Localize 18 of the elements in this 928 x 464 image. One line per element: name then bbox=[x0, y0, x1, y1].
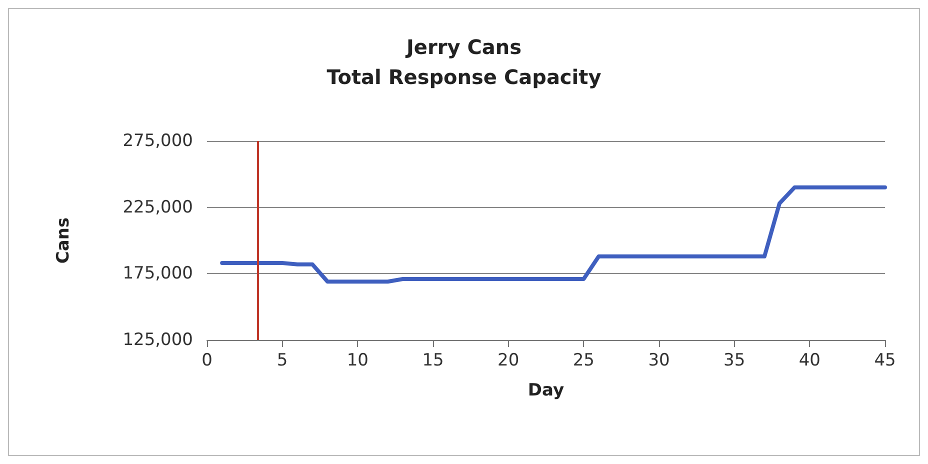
x-tick-label: 30 bbox=[648, 350, 670, 370]
x-tick-label: 25 bbox=[572, 350, 594, 370]
y-tick-label: 275,000 bbox=[122, 131, 193, 151]
x-tick-label: 10 bbox=[346, 350, 368, 370]
y-tick-label: 175,000 bbox=[122, 264, 193, 284]
chart-title: Jerry Cans Total Response Capacity bbox=[326, 35, 602, 89]
y-tick-label: 125,000 bbox=[122, 330, 193, 350]
x-tick-label: 45 bbox=[874, 350, 896, 370]
x-tick-label: 0 bbox=[202, 350, 212, 370]
x-tick-label: 40 bbox=[798, 350, 820, 370]
x-tick-label: 15 bbox=[422, 350, 444, 370]
y-axis-title: Cans bbox=[54, 217, 74, 264]
y-tick-label: 225,000 bbox=[122, 197, 193, 218]
x-tick-label: 20 bbox=[498, 350, 520, 370]
x-axis-title: Day bbox=[528, 380, 564, 400]
x-tick-label: 5 bbox=[276, 350, 288, 370]
line-series bbox=[220, 185, 887, 284]
x-tick-label: 35 bbox=[724, 350, 746, 370]
